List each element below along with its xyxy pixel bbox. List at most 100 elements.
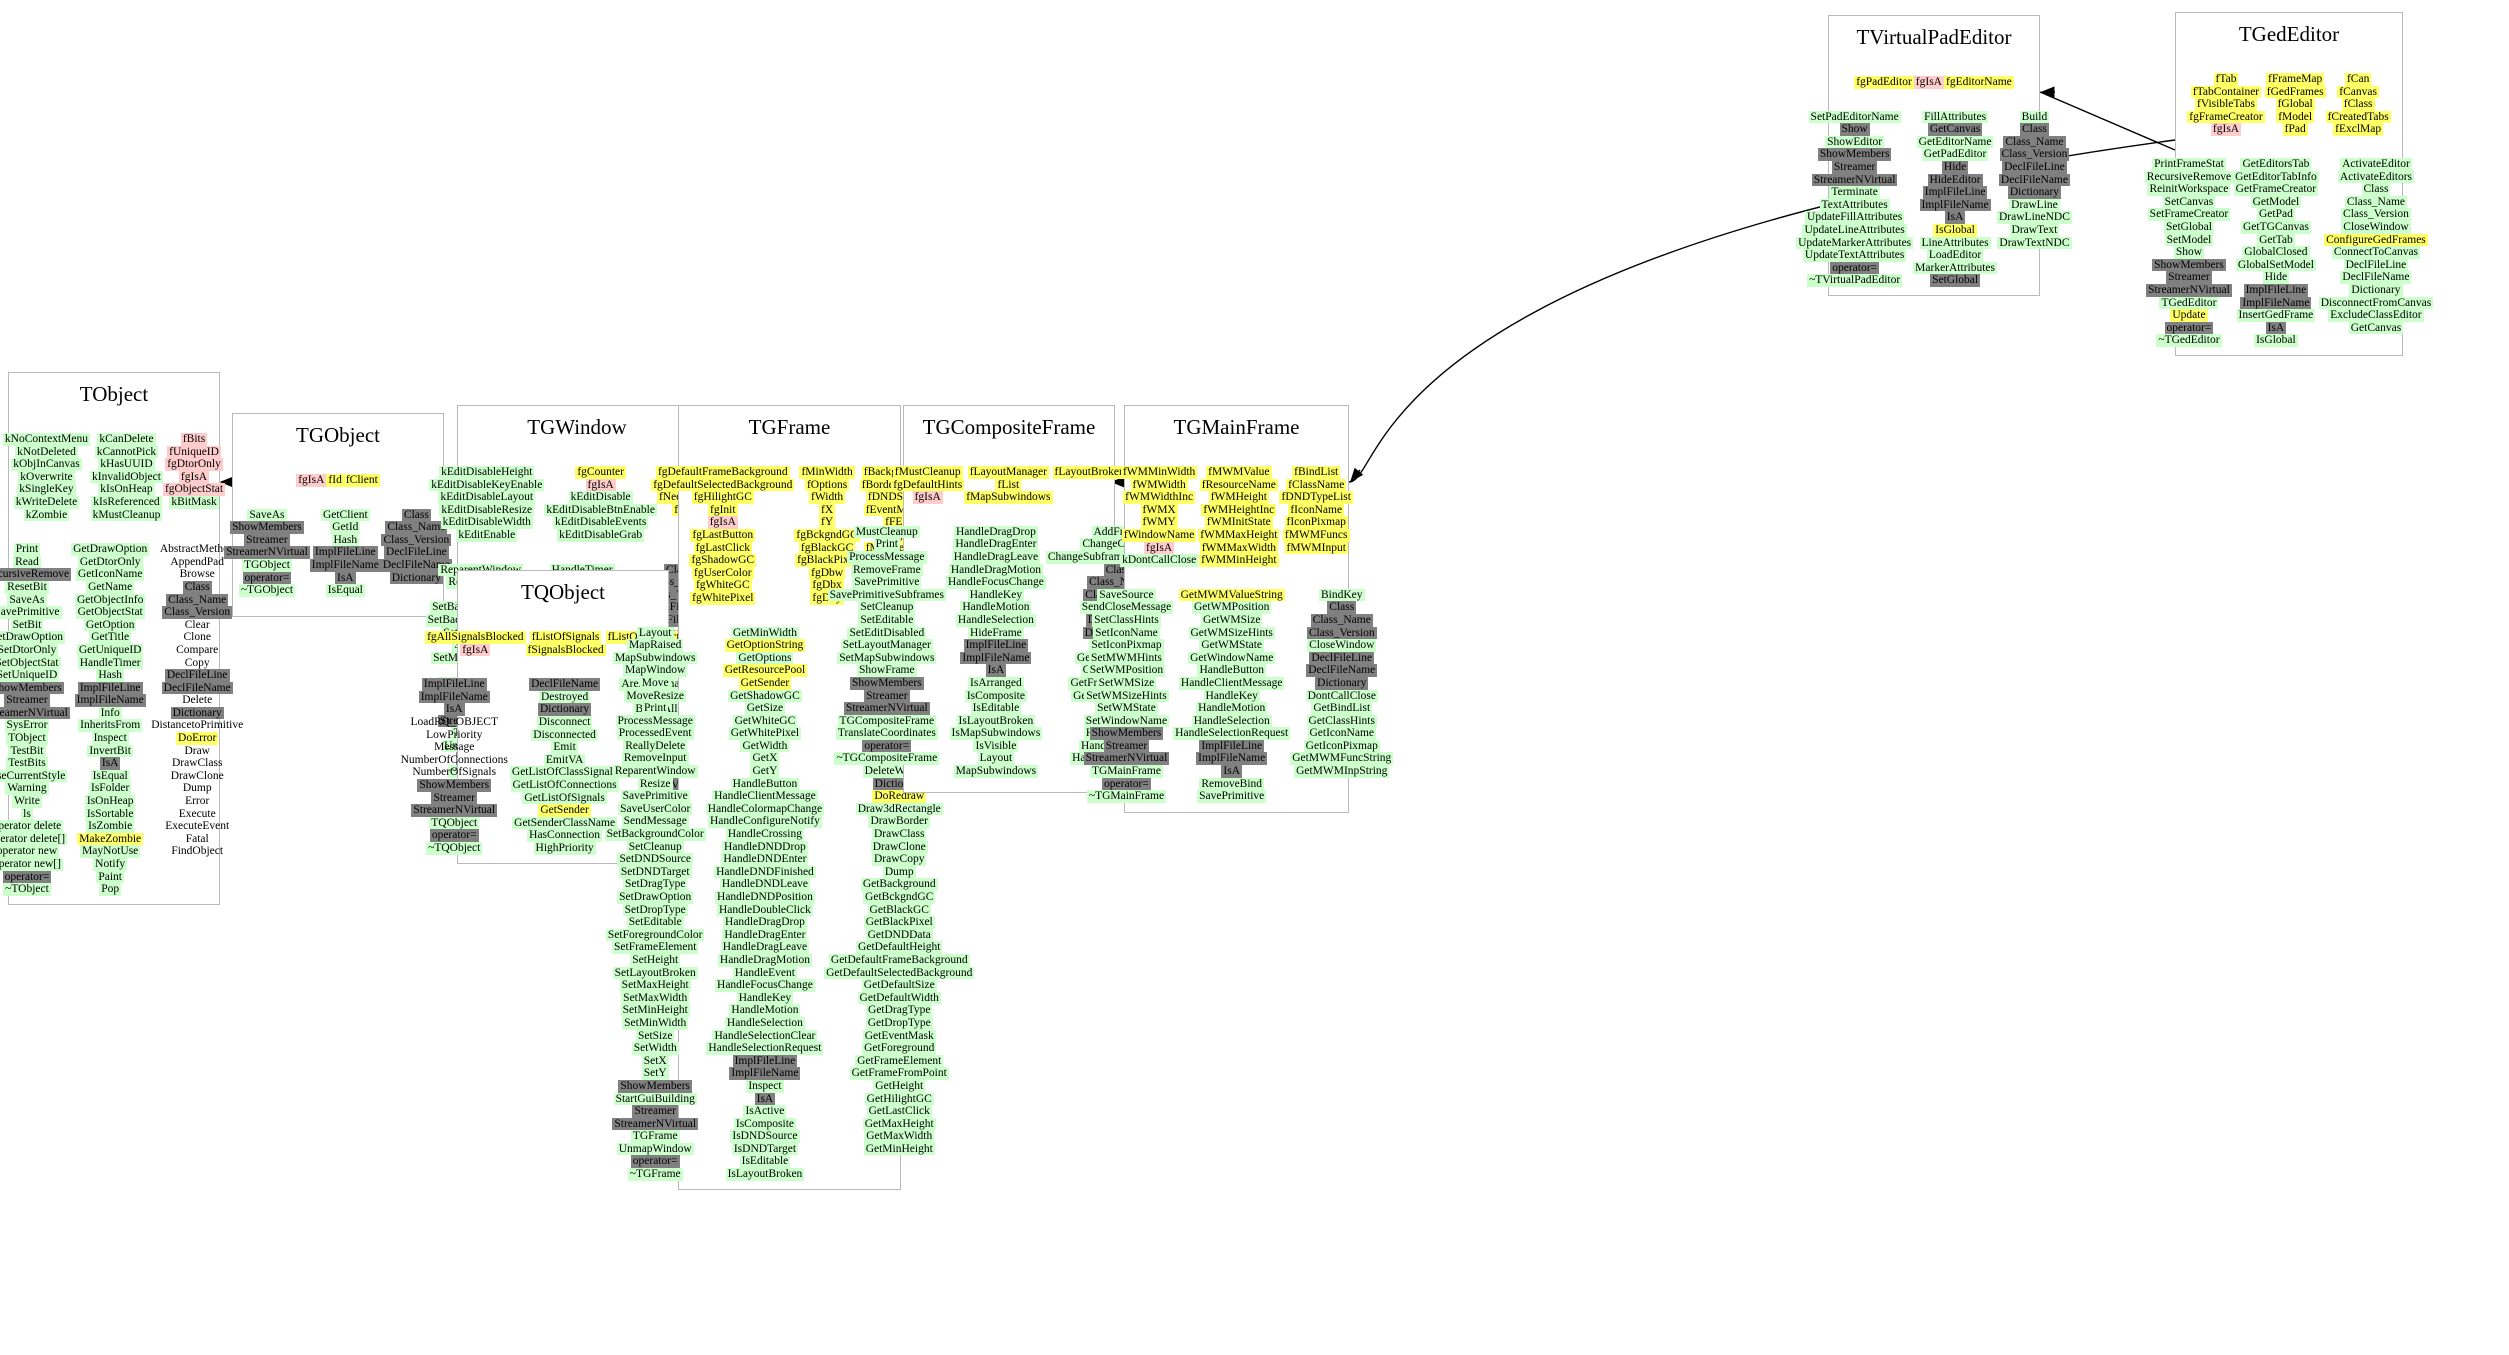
member-method-item[interactable]: GetWMState: [1199, 639, 1265, 652]
member-method-item[interactable]: operator new: [0, 845, 60, 858]
member-method-item[interactable]: ImplFileName: [1196, 752, 1268, 766]
member-method-item[interactable]: SavePrimitive: [1197, 790, 1267, 803]
member-method-item[interactable]: GetResourcePool: [722, 664, 808, 677]
member-method-item[interactable]: Dictionary: [538, 703, 592, 716]
member-method-item[interactable]: GetMinHeight: [863, 1142, 935, 1156]
member-method-item[interactable]: Streamer: [4, 694, 50, 707]
member-field-item[interactable]: fgAllSignalsBlocked: [425, 631, 526, 644]
member-method-item[interactable]: GetSenderClassName: [512, 816, 618, 830]
member-method-item[interactable]: IsA: [443, 703, 465, 716]
member-method-item[interactable]: GetShadowGC: [728, 689, 802, 703]
member-method-item[interactable]: operator=: [429, 829, 479, 842]
member-method-item[interactable]: ls: [21, 807, 33, 821]
member-method-item[interactable]: Browse: [179, 568, 215, 581]
member-method-item[interactable]: IsEditable: [970, 702, 1022, 715]
member-field-item[interactable]: fOptions: [804, 478, 850, 492]
member-method-item[interactable]: GetEventMask: [862, 1029, 936, 1043]
member-method-item[interactable]: Info: [98, 706, 122, 720]
member-field-item[interactable]: fMinWidth: [799, 466, 855, 479]
member-method-item[interactable]: GetY: [750, 765, 780, 778]
member-field-item[interactable]: kMustCleanup: [90, 508, 163, 522]
member-method-item[interactable]: Streamer: [431, 791, 477, 805]
member-method-item[interactable]: operator=: [242, 571, 292, 585]
member-method-item[interactable]: IsEqual: [90, 769, 130, 783]
member-method-item[interactable]: SetDtorOnly: [0, 643, 59, 657]
member-field-item[interactable]: kEditDisableKeyEnable: [429, 478, 545, 492]
member-method-item[interactable]: MarkerAttributes: [1913, 261, 1997, 275]
member-field-item[interactable]: fId: [326, 474, 344, 487]
member-method-item[interactable]: AppendPad: [170, 555, 225, 568]
member-method-item[interactable]: SetHeight: [630, 953, 681, 967]
member-method-item[interactable]: IsMapSubwindows: [949, 727, 1043, 740]
member-method-item[interactable]: RemoveFrame: [850, 563, 923, 577]
member-method-item[interactable]: Class_Version: [1999, 148, 2070, 161]
member-method-item[interactable]: SetWMState: [1095, 702, 1158, 715]
member-field-item[interactable]: fgLastButton: [690, 528, 756, 542]
member-method-item[interactable]: Dump: [882, 865, 916, 879]
member-field-item[interactable]: fCreatedTabs: [2325, 110, 2391, 124]
member-field-item[interactable]: fGedFrames: [2264, 85, 2326, 99]
member-method-item[interactable]: SavePrimitive: [0, 606, 62, 619]
member-method-item[interactable]: TextAttributes: [1819, 198, 1890, 212]
class-box-tgobject[interactable]: TGObject fgIsA fId fClient SaveAs ShowMembers…: [224, 413, 452, 617]
member-method-item[interactable]: ImplFileLine: [421, 678, 487, 691]
member-method-item[interactable]: IsA: [99, 757, 121, 770]
member-method-item[interactable]: SetPadEditorName: [1808, 110, 1901, 124]
member-method-item[interactable]: DeclFileLine: [2002, 160, 2067, 174]
member-method-item[interactable]: GetIconPixmap: [1303, 739, 1380, 753]
member-method-item[interactable]: HandleMotion: [729, 1004, 801, 1017]
member-field-item[interactable]: kEditDisableHeight: [439, 466, 535, 479]
member-method-item[interactable]: GlobalClosed: [2242, 246, 2310, 259]
member-method-item[interactable]: Inspect: [91, 732, 129, 745]
member-method-item[interactable]: DeclFileName: [1306, 664, 1378, 677]
member-method-item[interactable]: HandleDragLeave: [951, 550, 1041, 564]
member-method-item[interactable]: DeclFileName: [380, 558, 452, 572]
member-method-item[interactable]: IsA: [985, 664, 1007, 677]
member-method-item[interactable]: ConfigureGedFrames: [2324, 233, 2428, 247]
member-field-item[interactable]: fgObjectStat: [162, 483, 226, 496]
member-method-item[interactable]: SetBackgroundColor: [604, 828, 706, 841]
member-method-item[interactable]: HandleSelectionClear: [712, 1029, 818, 1043]
member-method-item[interactable]: Dictionary: [1315, 676, 1369, 690]
member-field-item[interactable]: fgUserColor: [692, 566, 754, 580]
member-method-item[interactable]: SetFrameCreator: [2147, 208, 2231, 221]
member-method-item[interactable]: GetWidth: [740, 739, 790, 753]
member-method-item[interactable]: SetObjectStat: [0, 656, 61, 670]
member-method-item[interactable]: operator=: [2164, 321, 2214, 335]
member-method-item[interactable]: StreamerNVirtual: [411, 804, 498, 817]
member-method-item[interactable]: operator=: [630, 1155, 680, 1169]
member-method-item[interactable]: TGMainFrame: [1089, 765, 1163, 778]
member-method-item[interactable]: Print: [13, 543, 41, 556]
member-method-item[interactable]: TGObject: [241, 558, 292, 572]
member-method-item[interactable]: StreamerNVirtual: [1811, 173, 1898, 187]
member-method-item[interactable]: Print: [642, 702, 669, 715]
member-method-item[interactable]: DrawClone: [870, 840, 928, 854]
member-method-item[interactable]: HasConnection: [527, 829, 603, 842]
member-field-item[interactable]: kEditDisableBtnEnable: [544, 503, 657, 517]
member-method-item[interactable]: HandleDragDrop: [953, 525, 1038, 539]
member-method-item[interactable]: ~TQObject: [426, 841, 483, 855]
member-field-item[interactable]: fgIsA: [912, 491, 943, 504]
member-method-item[interactable]: HandleKey: [736, 991, 794, 1005]
member-method-item[interactable]: SetMapSubwindows: [837, 651, 937, 665]
member-field-item[interactable]: fgHilightGC: [691, 491, 754, 504]
member-method-item[interactable]: IsLayoutBroken: [956, 714, 1036, 728]
member-method-item[interactable]: SetX: [641, 1054, 669, 1068]
member-method-item[interactable]: GetPad: [2256, 208, 2295, 221]
member-method-item[interactable]: GetCanvas: [1927, 123, 1983, 136]
member-method-item[interactable]: IsEqual: [325, 584, 365, 597]
member-method-item[interactable]: GetBackground: [860, 878, 938, 891]
member-method-item[interactable]: ShowMembers: [1089, 727, 1164, 740]
member-method-item[interactable]: GetId: [330, 521, 361, 534]
member-method-item[interactable]: ExecuteEvent: [165, 820, 230, 833]
member-method-item[interactable]: SaveAs: [7, 593, 47, 607]
member-method-item[interactable]: GetMinWidth: [730, 626, 799, 640]
member-method-item[interactable]: HandleTimer: [77, 656, 143, 670]
member-field-item[interactable]: fgLastClick: [693, 541, 752, 555]
member-method-item[interactable]: SavePrimitiveSubframes: [827, 588, 946, 602]
member-method-item[interactable]: GetIconName: [1307, 727, 1376, 740]
member-method-item[interactable]: HandleMotion: [960, 601, 1032, 614]
member-method-item[interactable]: ShowMembers: [618, 1079, 693, 1093]
member-method-item[interactable]: Class_Version: [162, 606, 233, 619]
member-method-item[interactable]: SetModel: [2164, 233, 2214, 247]
